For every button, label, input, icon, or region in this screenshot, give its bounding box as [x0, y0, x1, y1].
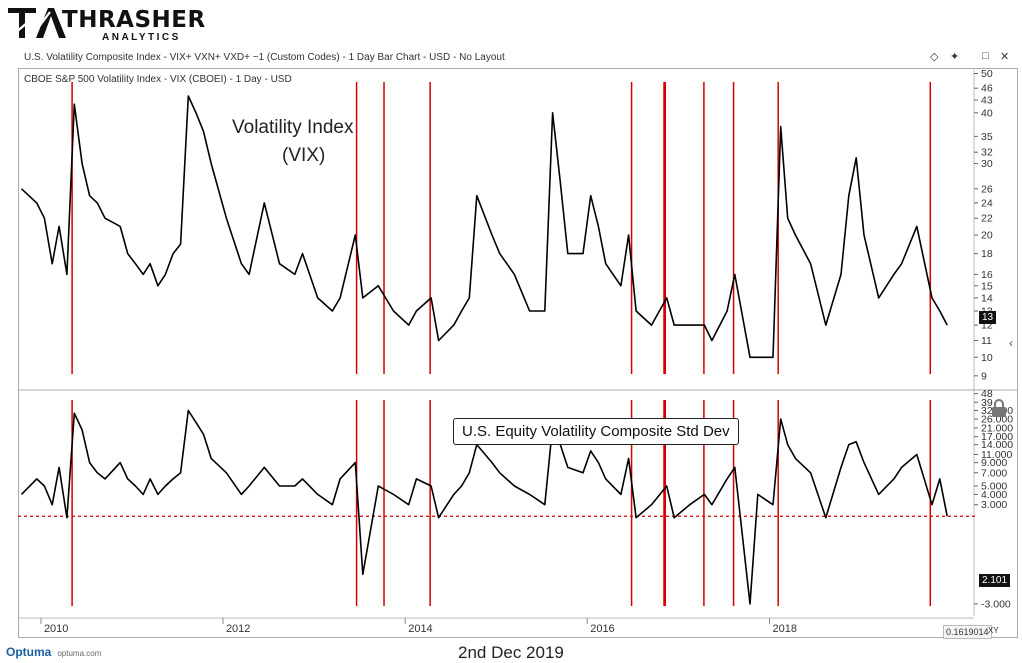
zoom-readout: 0.1619014: [943, 625, 992, 639]
vix-y-tick-label: 14: [981, 292, 993, 304]
thrasher-logo-icon: [8, 8, 66, 38]
vix-y-tick-label: 35: [981, 131, 993, 143]
chart-date-caption: 2nd Dec 2019: [458, 643, 564, 662]
lock-icon[interactable]: [990, 398, 1008, 418]
composite-y-tick-label: 39: [981, 397, 993, 409]
vix-annotation-line2: (VIX): [282, 145, 326, 166]
composite-y-tick-label: 5.000: [981, 480, 1007, 492]
composite-annotation-box: U.S. Equity Volatility Composite Std Dev: [453, 418, 739, 445]
composite-y-tick-label: -3.000: [981, 598, 1011, 610]
composite-y-tick-label: 3.000: [981, 499, 1007, 511]
signal-lines: [71, 82, 932, 606]
vix-y-tick-label: 46: [981, 83, 993, 95]
x-tick-label: 2018: [772, 623, 796, 635]
chart-frame: [18, 68, 1018, 638]
vix-y-tick-label: 50: [981, 68, 993, 80]
optuma-logo: Optuma optuma.com: [6, 645, 101, 659]
brand-logo: THRASHER ANALYTICS: [6, 4, 206, 44]
composite-y-tick-label: 11.000: [981, 449, 1012, 461]
brand-name: THRASHER: [62, 7, 206, 33]
composite-y-tick-label: 4.000: [981, 489, 1007, 501]
vix-y-tick-label: 16: [981, 269, 993, 281]
vix-y-tick-label: 9: [981, 370, 987, 382]
composite-panel: [18, 409, 975, 605]
vix-y-tick-label: 11: [981, 335, 992, 347]
vix-y-tick-label: 32: [981, 147, 993, 159]
vix-y-tick-label: 15: [981, 280, 993, 292]
collapse-panel-button[interactable]: ‹: [1009, 336, 1013, 350]
composite-series-line: [20, 409, 948, 605]
chart-axes: 5046434035323026242220181615141312111094…: [40, 68, 1013, 635]
x-tick-label: 2010: [44, 623, 68, 635]
vix-y-tick-label: 24: [981, 197, 993, 209]
vix-y-tick-label: 43: [981, 95, 993, 107]
vix-panel: [20, 95, 948, 359]
diamond-icon[interactable]: ◇: [930, 51, 939, 63]
x-tick-label: 2012: [226, 623, 250, 635]
pin-icon[interactable]: ✦: [950, 51, 960, 63]
x-tick-label: 2016: [590, 623, 614, 635]
vix-y-tick-label: 18: [981, 248, 993, 260]
optuma-url: optuma.com: [57, 649, 102, 658]
chart-window-title: U.S. Volatility Composite Index - VIX+ V…: [24, 52, 505, 63]
optuma-logo-text: Optuma: [6, 645, 52, 659]
composite-y-tick-label: 21.000: [981, 422, 1013, 434]
composite-last-value-tag: 2.101: [979, 574, 1011, 587]
vix-series-line: [20, 95, 948, 359]
composite-y-tick-label: 17.000: [981, 431, 1013, 443]
vix-y-tick-label: 10: [981, 352, 993, 364]
window-controls: ◇ ✦ □ ✕: [930, 50, 1020, 66]
vix-y-tick-label: 40: [981, 107, 993, 119]
close-icon[interactable]: ✕: [1000, 51, 1010, 63]
composite-y-tick-label: 9.000: [981, 457, 1007, 469]
vix-last-value-tag: 13: [979, 311, 997, 324]
vix-y-tick-label: 22: [981, 213, 993, 225]
vix-y-tick-label: 12: [981, 320, 993, 332]
composite-y-tick-label: 7.000: [981, 467, 1007, 479]
vix-panel-title: CBOE S&P 500 Volatility Index - VIX (CBO…: [24, 74, 292, 85]
brand-subtitle: ANALYTICS: [102, 32, 181, 43]
vix-annotation-line1: Volatility Index: [232, 117, 354, 138]
x-tick-label: 2014: [408, 623, 432, 635]
vix-y-tick-label: 20: [981, 230, 993, 242]
vix-y-tick-label: 26: [981, 183, 993, 195]
composite-y-tick-label: 48: [981, 388, 993, 400]
composite-y-tick-label: 14.000: [981, 439, 1013, 451]
vix-y-tick-label: 30: [981, 158, 993, 170]
xy-zoom-button[interactable]: XY: [988, 626, 999, 635]
chart-grid: [18, 70, 1018, 619]
maximize-icon[interactable]: □: [982, 50, 989, 62]
